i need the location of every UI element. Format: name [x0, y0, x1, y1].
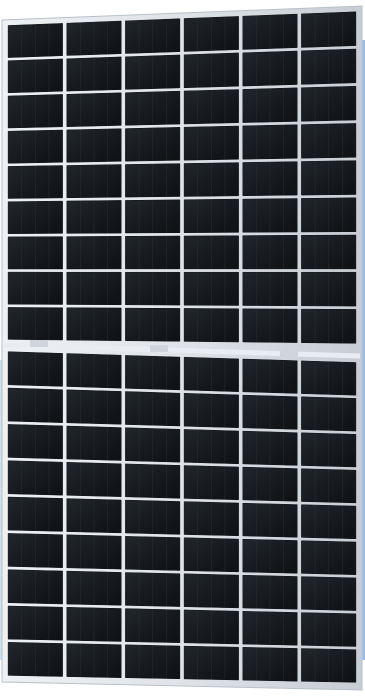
cell-grid-top [7, 11, 357, 344]
center-divider [3, 340, 361, 359]
cell-grid-bottom [7, 351, 357, 683]
junction-box [150, 345, 168, 352]
junction-box [280, 350, 298, 357]
junction-box [30, 340, 48, 347]
